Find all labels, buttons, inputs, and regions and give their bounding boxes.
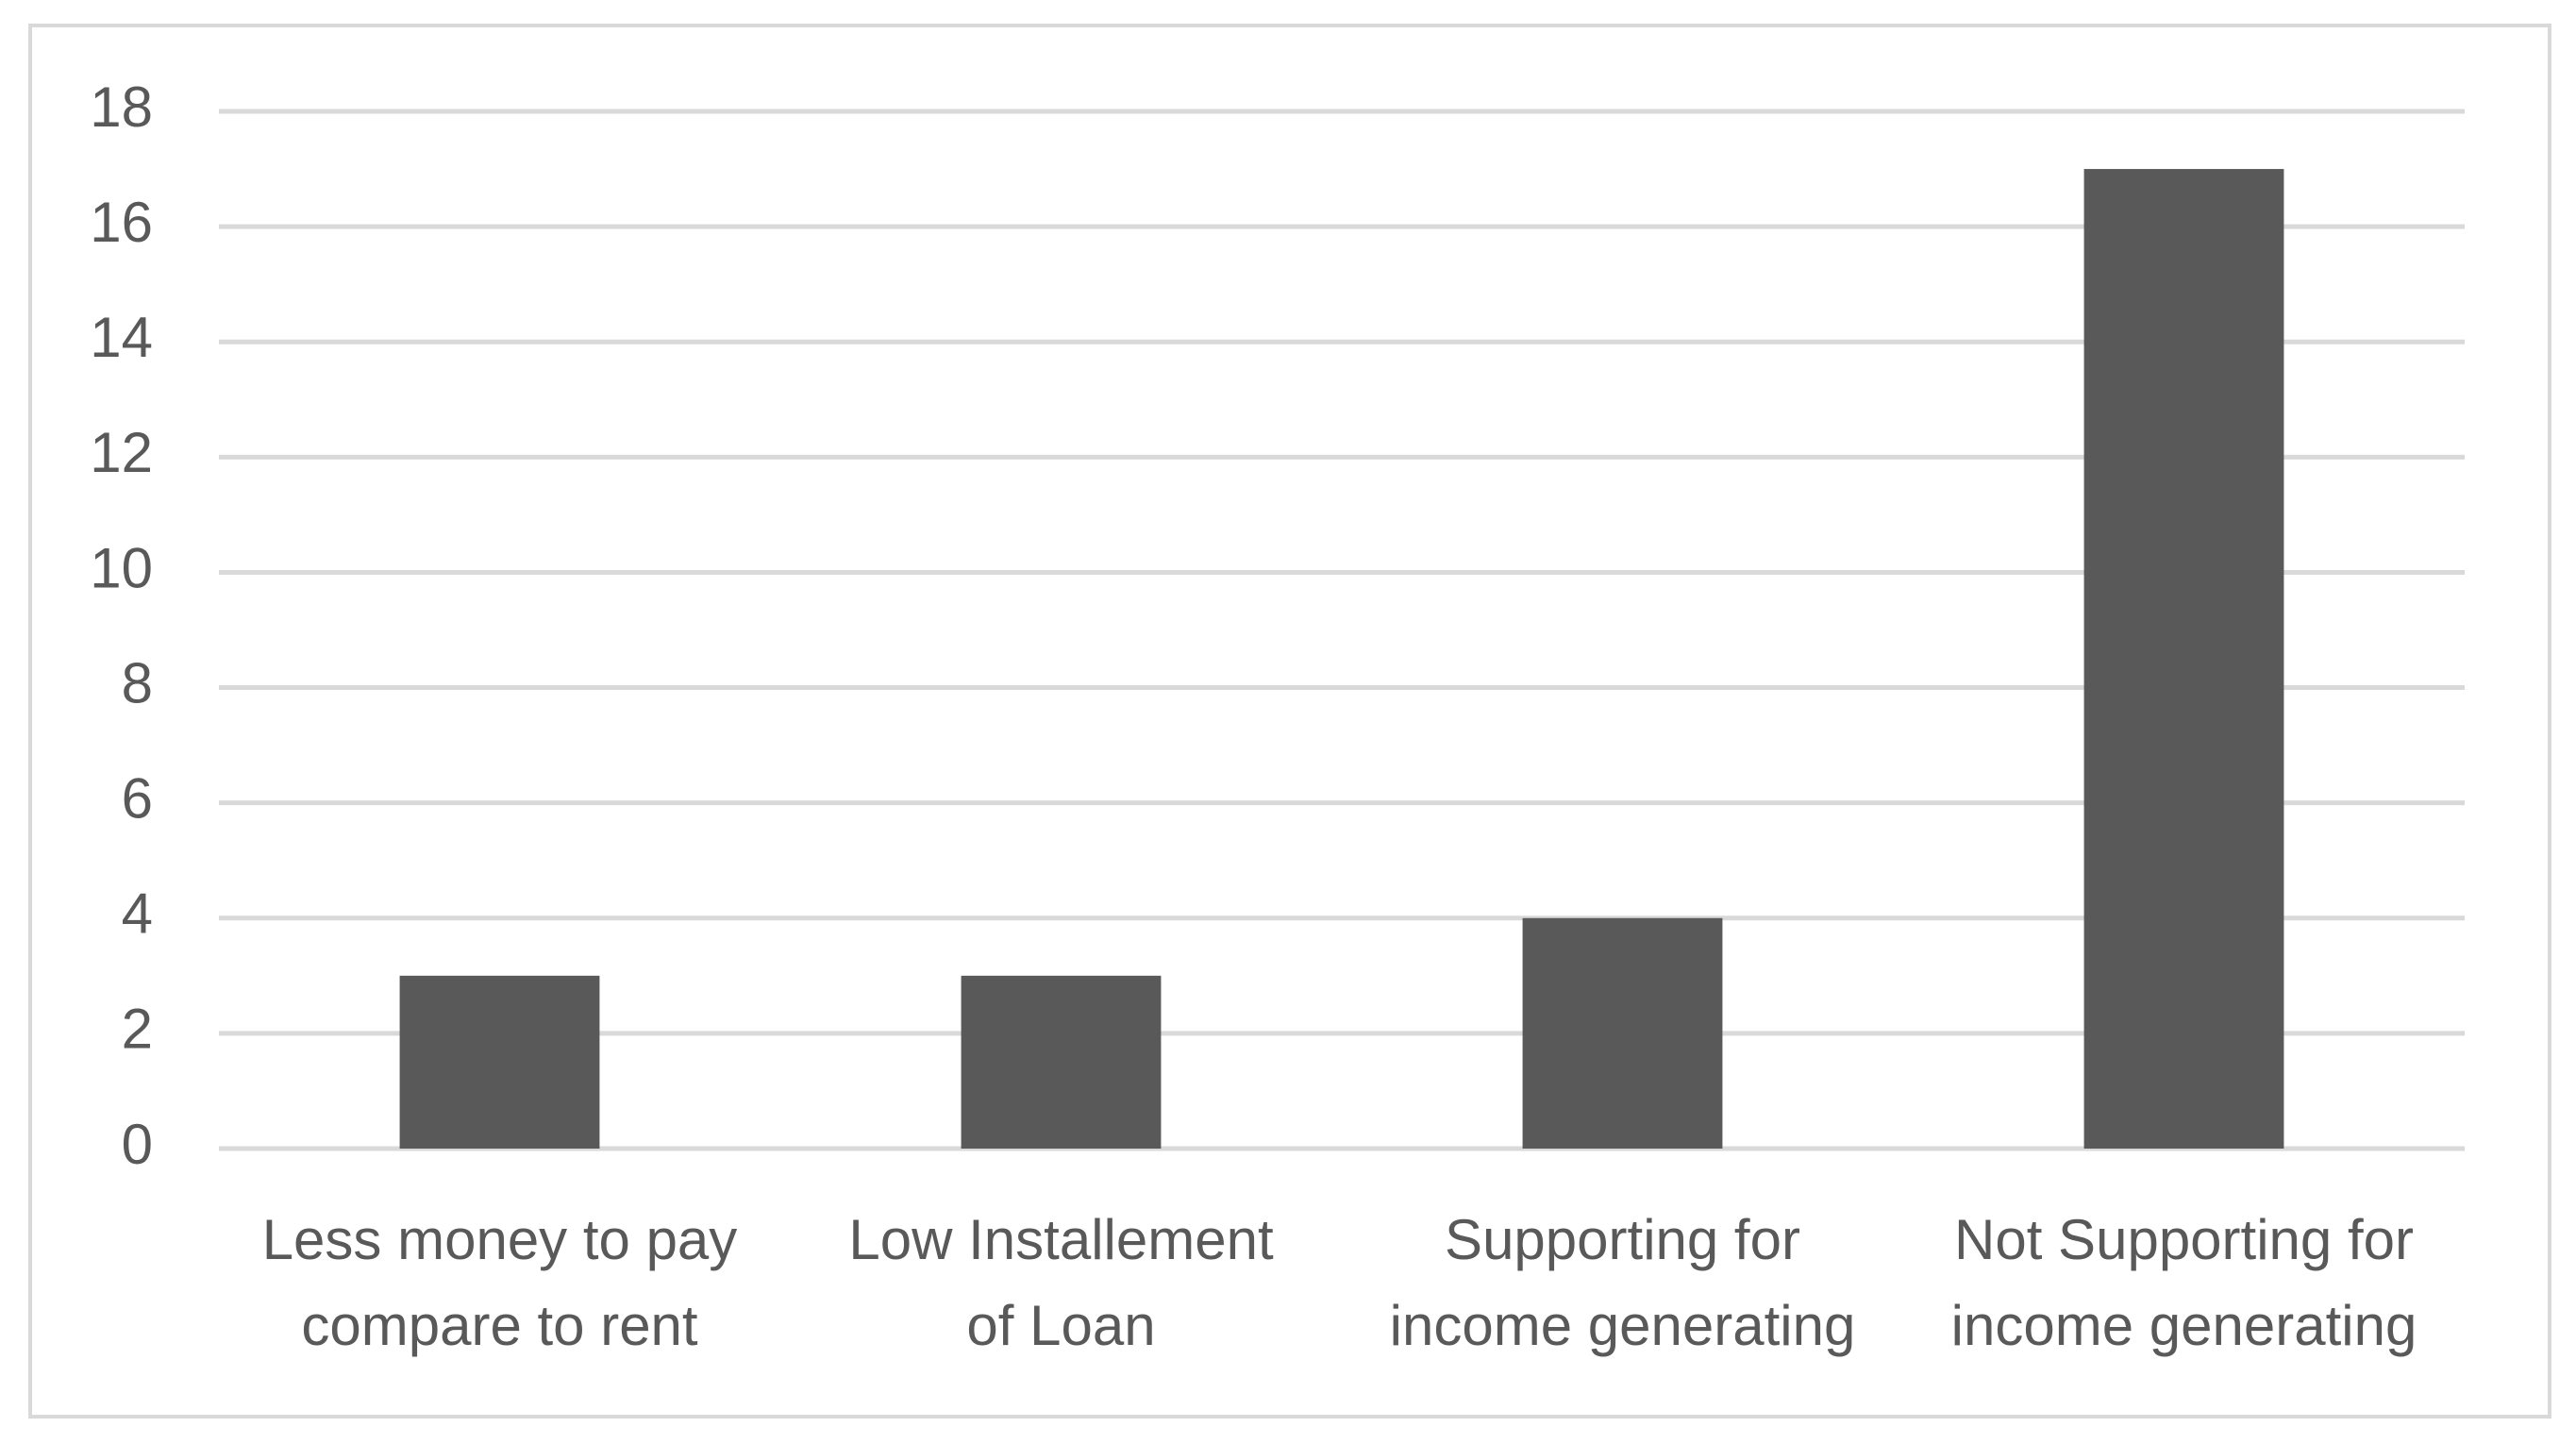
x-tick-label: Supporting for income generating bbox=[1389, 1208, 1856, 1357]
y-tick-label: 10 bbox=[90, 536, 153, 599]
y-tick-label: 0 bbox=[122, 1113, 153, 1176]
x-tick-label: Less money to pay compare to rent bbox=[261, 1208, 738, 1357]
x-tick-label: Not Supporting for income generating bbox=[1950, 1208, 2417, 1357]
bar bbox=[961, 975, 1162, 1149]
bar bbox=[2083, 169, 2284, 1150]
y-tick-label: 12 bbox=[90, 421, 153, 484]
y-tick-label: 18 bbox=[90, 76, 153, 139]
x-tick-label: Low Installement of Loan bbox=[848, 1208, 1274, 1357]
y-tick-label: 6 bbox=[122, 767, 153, 831]
bar bbox=[399, 975, 600, 1149]
y-tick-label: 4 bbox=[122, 882, 153, 946]
y-tick-label: 8 bbox=[122, 651, 153, 714]
bar bbox=[1522, 917, 1723, 1149]
y-tick-label: 16 bbox=[90, 191, 153, 254]
y-tick-label: 2 bbox=[122, 998, 153, 1061]
y-tick-label: 14 bbox=[90, 306, 153, 369]
